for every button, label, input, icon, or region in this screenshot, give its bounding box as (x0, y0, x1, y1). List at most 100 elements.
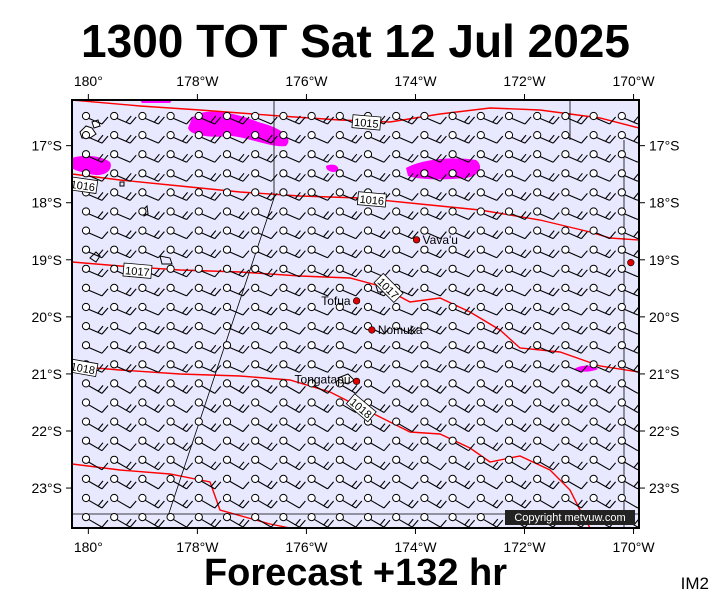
lat-label-left: 22°S (31, 423, 62, 439)
wind-barb (222, 150, 250, 163)
town-dot (352, 377, 361, 385)
wind-barb (194, 398, 222, 413)
wind-barb (222, 264, 250, 278)
town-dot (352, 297, 361, 305)
wind-barb (166, 169, 194, 182)
wind-barb (138, 150, 165, 163)
wind-barb (166, 131, 194, 144)
wind-barb (251, 474, 278, 490)
wind-barb (335, 131, 363, 144)
wind-barb (307, 360, 335, 373)
place-name: Tongatapu (295, 372, 351, 386)
wind-barb (589, 436, 617, 452)
wind-barb (335, 436, 363, 452)
wind-barb (617, 169, 639, 182)
wind-barb (617, 264, 639, 278)
wind-barb (533, 379, 560, 394)
wind-barb (251, 226, 278, 240)
wind-barb (420, 169, 447, 182)
town-dot (368, 326, 376, 334)
wind-barb (533, 398, 560, 413)
isobar-label: 1015 (351, 114, 382, 131)
wind-barb (392, 417, 419, 433)
wind-barb (138, 322, 165, 335)
wind-barb (533, 302, 560, 316)
lat-label-left: 19°S (31, 252, 62, 268)
rain-area (188, 111, 289, 147)
wind-barb (166, 474, 194, 490)
wind-barb (589, 169, 617, 182)
wind-barb (222, 493, 250, 509)
wind-barb (392, 474, 419, 490)
wind-barb (166, 188, 194, 201)
wind-barb (307, 341, 335, 354)
wind-barb (476, 131, 504, 144)
lat-label-right: 20°S (649, 309, 680, 325)
wind-barb (589, 188, 617, 201)
wind-barb (110, 360, 137, 373)
wind-barb (589, 131, 617, 144)
wind-barb (222, 207, 250, 221)
isobar-value: 1017 (125, 265, 150, 279)
wind-barb (476, 513, 504, 528)
wind-barb (194, 226, 222, 240)
wind-barb (251, 150, 278, 163)
wind-barb (222, 398, 250, 413)
wind-barb (476, 245, 504, 259)
wind-barb (307, 188, 335, 201)
town-dot (412, 236, 421, 244)
place-marker (627, 259, 635, 267)
wind-barb (476, 455, 504, 471)
lon-label-top: 174°W (394, 73, 437, 89)
wind-barb (251, 398, 278, 413)
wind-barb (392, 436, 419, 452)
wind-barb (420, 188, 447, 201)
wind-barb (476, 322, 504, 335)
wind-barb (194, 150, 222, 163)
wind-barb (251, 322, 278, 335)
wind-barb (81, 513, 109, 528)
wind-barb (589, 302, 617, 316)
wind-barb (335, 455, 363, 471)
wind-barb (251, 379, 278, 394)
wind-barb (617, 226, 639, 240)
wind-barb (589, 207, 617, 221)
wind-barb (110, 207, 137, 221)
wind-barb (279, 341, 306, 354)
wind-barb (138, 436, 165, 452)
wind-barb (448, 302, 476, 316)
wind-barb (110, 111, 137, 125)
wind-barb (110, 341, 137, 354)
wind-barb (251, 207, 278, 221)
wind-barb (589, 474, 617, 490)
wind-barb (222, 513, 250, 528)
wind-barb (138, 493, 165, 509)
wind-barb (533, 188, 560, 201)
wind-barb (307, 322, 335, 335)
wind-barb (561, 322, 588, 335)
wind-barb (420, 493, 447, 509)
wind-barb (476, 398, 504, 413)
wind-barb (110, 226, 137, 240)
wind-barb (335, 417, 363, 433)
wind-barb (363, 150, 391, 163)
wind-barb (476, 188, 504, 201)
wind-barb (476, 360, 504, 373)
wind-barb (533, 455, 560, 471)
lat-label-right: 21°S (649, 366, 680, 382)
wind-barb (589, 283, 617, 297)
isobar-label: 1016 (72, 176, 99, 194)
wind-barb (363, 341, 391, 354)
wind-barb (420, 341, 447, 354)
wind-barb (279, 455, 306, 471)
wind-barb (307, 302, 335, 316)
wind-barb (279, 245, 306, 259)
wind-barb (194, 436, 222, 452)
wind-barb (420, 360, 447, 373)
wind-barb (279, 131, 306, 144)
wind-barb (81, 341, 109, 354)
wind-barb (279, 474, 306, 490)
wind-barb (617, 150, 639, 163)
place-marker: Tongatapu (295, 372, 361, 386)
wind-barb (110, 283, 137, 297)
